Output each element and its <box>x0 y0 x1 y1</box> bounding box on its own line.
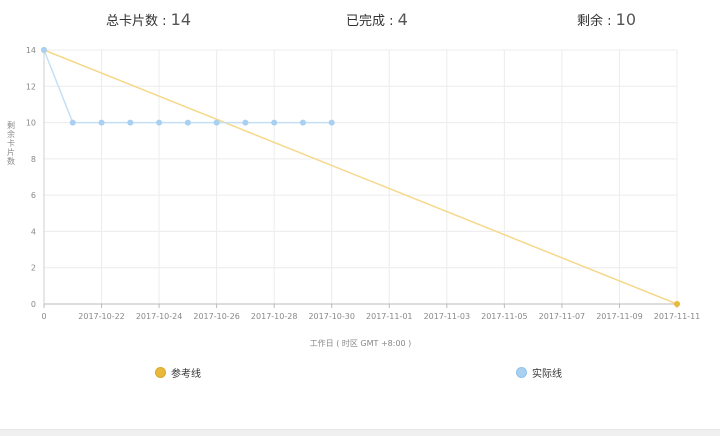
x-tick-label: 2017-10-22 <box>78 312 125 321</box>
reference-line <box>43 49 678 305</box>
remaining-label: 剩余 : <box>577 14 616 29</box>
actual-point[interactable] <box>98 119 105 126</box>
total-cards-label: 总卡片数 : <box>106 14 171 29</box>
actual-point[interactable] <box>184 119 191 126</box>
x-tick-label: 2017-10-26 <box>193 312 240 321</box>
x-axis-title: 工作日 ( 时区 GMT +8:00 ) <box>310 338 412 348</box>
remaining-value: 10 <box>615 10 637 29</box>
actual-point[interactable] <box>156 119 163 126</box>
y-axis-title: 剩余卡片数 <box>7 120 15 166</box>
remaining-stat: 剩余 : 10 <box>577 10 636 29</box>
x-tick-label: 2017-11-01 <box>366 312 413 321</box>
burndown-chart: 0 2 4 6 8 10 12 14 0 2017-10-22 2017-10-24 2017-10-… <box>7 46 700 348</box>
x-tick-label: 2017-10-28 <box>251 312 298 321</box>
chart-legend: 参考线 实际线 <box>0 365 720 385</box>
actual-point[interactable] <box>41 47 47 53</box>
y-tick-label: 4 <box>31 227 36 236</box>
y-tick-label: 14 <box>26 46 36 55</box>
completed-stat: 已完成 : 4 <box>346 10 408 29</box>
total-cards-stat: 总卡片数 : 14 <box>106 10 191 29</box>
y-tick-label: 10 <box>26 119 36 128</box>
series-markers <box>41 47 680 307</box>
x-tick-label: 2017-10-30 <box>308 312 355 321</box>
legend-item-actual[interactable]: 实际线 <box>516 365 562 380</box>
series-lines <box>43 49 678 305</box>
actual-point[interactable] <box>127 119 134 126</box>
actual-point[interactable] <box>242 119 249 126</box>
x-tick-label: 2017-11-09 <box>596 312 643 321</box>
y-tick-label: 8 <box>31 155 36 164</box>
legend-actual-label: 实际线 <box>532 369 562 380</box>
legend-reference-dot <box>155 367 166 378</box>
x-tick-label: 0 <box>41 312 46 321</box>
x-tick-label: 2017-11-07 <box>539 312 586 321</box>
x-tick-label: 2017-11-05 <box>481 312 528 321</box>
axis-labels: 0 2 4 6 8 10 12 14 0 2017-10-22 2017-10-24 2017-10-… <box>7 46 700 348</box>
y-tick-label: 2 <box>31 264 36 273</box>
actual-point[interactable] <box>271 119 278 126</box>
x-tick-label: 2017-10-24 <box>136 312 183 321</box>
reference-point[interactable] <box>674 301 680 307</box>
y-tick-label: 0 <box>31 300 36 309</box>
completed-label: 已完成 : <box>346 14 398 29</box>
legend-reference-label: 参考线 <box>171 369 201 380</box>
total-cards-value: 14 <box>170 10 192 29</box>
legend-item-reference[interactable]: 参考线 <box>155 365 201 380</box>
completed-value: 4 <box>397 10 408 29</box>
y-tick-label: 6 <box>31 191 36 200</box>
y-tick-label: 12 <box>26 82 36 91</box>
legend-actual-dot <box>516 367 527 378</box>
x-tick-label: 2017-11-03 <box>424 312 471 321</box>
actual-point[interactable] <box>213 119 220 126</box>
actual-point[interactable] <box>69 119 76 126</box>
x-tick-label: 2017-11-11 <box>654 312 701 321</box>
bottom-scroll-strip <box>0 429 720 436</box>
actual-point[interactable] <box>299 119 306 126</box>
actual-point[interactable] <box>328 119 335 126</box>
